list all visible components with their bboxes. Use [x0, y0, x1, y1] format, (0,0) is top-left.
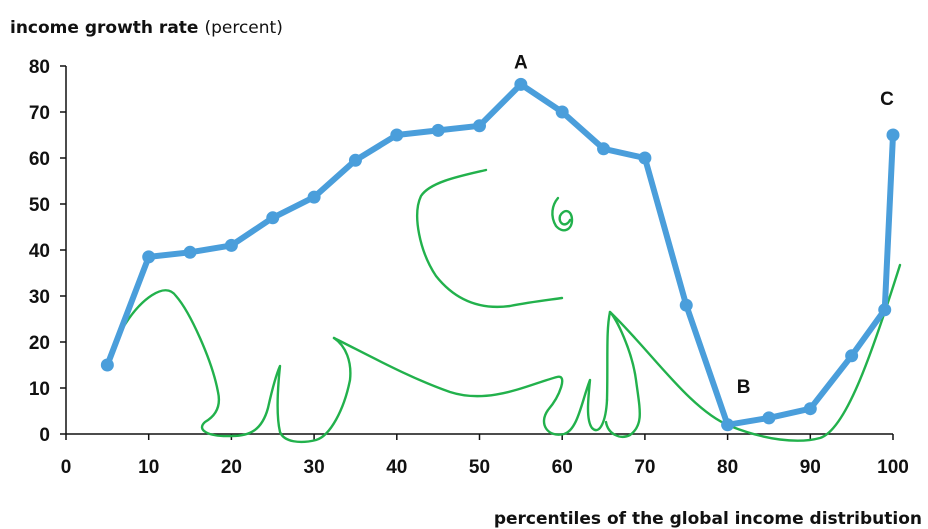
elephant-belly	[332, 336, 609, 436]
data-point	[878, 303, 892, 317]
x-tick-label: 30	[304, 457, 325, 478]
y-axis-label-main: income growth rate	[10, 18, 198, 38]
y-tick-label: 20	[29, 333, 50, 354]
data-point	[307, 190, 321, 204]
data-point	[183, 245, 197, 259]
x-tick-label: 20	[221, 457, 242, 478]
elephant-tail-curve	[608, 263, 902, 442]
data-point	[514, 77, 528, 91]
data-point	[100, 358, 114, 372]
annotation-a: A	[514, 52, 528, 73]
x-tick-labels: 0 10 20 30 40 50 60 70 80 90 100	[61, 434, 909, 478]
data-point	[803, 402, 817, 416]
y-tick-label: 0	[39, 425, 50, 446]
y-axis-label: income growth rate (percent)	[10, 18, 283, 38]
data-point	[390, 128, 404, 142]
series-line	[104, 81, 896, 428]
x-tick-label: 10	[138, 457, 159, 478]
annotation-c: C	[880, 89, 894, 110]
data-point	[638, 151, 652, 165]
data-point	[886, 128, 900, 142]
y-tick-label: 30	[29, 287, 50, 308]
data-point	[555, 105, 569, 119]
data-point	[473, 119, 486, 133]
elephant-ear	[416, 168, 564, 308]
elephant-doodle	[122, 168, 902, 444]
data-point	[845, 349, 859, 363]
data-point	[348, 153, 362, 167]
y-tick-labels: 0 10 20 30 40 50 60 70 80	[29, 57, 66, 446]
elephant-back-leg	[604, 310, 641, 438]
data-point	[266, 211, 280, 225]
x-tick-label: 0	[61, 457, 72, 478]
data-point	[762, 411, 776, 425]
y-tick-label: 40	[29, 241, 50, 262]
y-axis-label-unit: (percent)	[204, 18, 282, 38]
y-tick-label: 60	[29, 149, 50, 170]
elephant-eye	[551, 196, 574, 232]
x-tick-label: 70	[634, 457, 655, 478]
x-tick-label: 80	[717, 457, 738, 478]
data-point	[721, 418, 735, 432]
x-tick-label: 40	[386, 457, 407, 478]
data-point	[597, 142, 611, 156]
x-tick-label: 50	[469, 457, 490, 478]
x-tick-label: 90	[800, 457, 821, 478]
x-axis-label: percentiles of the global income distrib…	[494, 509, 922, 529]
data-point	[224, 238, 238, 252]
x-tick-label: 60	[552, 457, 573, 478]
annotation-b: B	[737, 377, 751, 398]
x-tick-label: 100	[877, 457, 909, 478]
y-tick-label: 70	[29, 103, 50, 124]
data-point	[431, 123, 445, 137]
y-tick-label: 80	[29, 57, 50, 78]
series-global-income-growth	[100, 77, 900, 432]
y-tick-label: 10	[29, 379, 50, 400]
annotations: A B C	[514, 52, 894, 397]
data-point	[679, 298, 693, 312]
y-tick-label: 50	[29, 195, 50, 216]
elephant-trunk-leg-left	[122, 289, 352, 444]
data-point	[142, 250, 156, 264]
